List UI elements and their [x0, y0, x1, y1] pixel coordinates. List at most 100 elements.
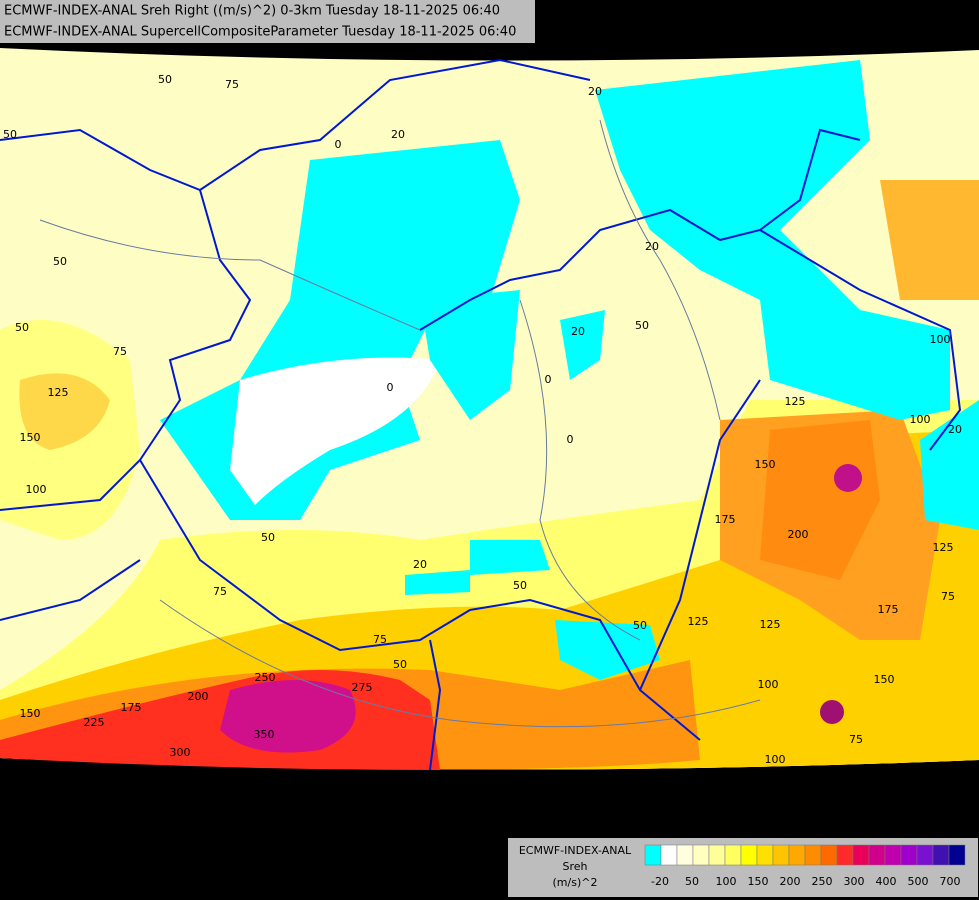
river [519, 299, 641, 641]
field-cyan [405, 570, 470, 595]
legend-tick-label: 400 [876, 875, 897, 888]
field-orange [19, 373, 110, 450]
contour-label: 0 [335, 138, 342, 151]
legend-swatch [740, 844, 758, 866]
legend-tick-label: -20 [651, 875, 669, 888]
legend-swatch [932, 844, 950, 866]
field-cyan [560, 310, 605, 380]
river [599, 119, 721, 421]
contour-label: 50 [261, 531, 275, 544]
field-white [230, 357, 440, 505]
legend-tick-label: 700 [940, 875, 961, 888]
contour-label: 50 [513, 579, 527, 592]
border [639, 379, 761, 691]
river [39, 219, 421, 331]
legend-swatch [676, 844, 694, 866]
field-cyan [555, 620, 660, 680]
border [139, 459, 701, 741]
field-orange [760, 420, 880, 580]
contour-label: 200 [788, 528, 809, 541]
contour-label: 0 [567, 433, 574, 446]
header-box [0, 0, 535, 43]
contour-label: 125 [760, 618, 781, 631]
border [0, 58, 591, 192]
legend-swatch [804, 844, 822, 866]
legend-title: Sreh [562, 860, 587, 873]
contour-label: 125 [48, 386, 69, 399]
contour-label: 75 [225, 78, 239, 91]
legend-swatch [644, 844, 662, 866]
border [0, 559, 141, 621]
border [419, 128, 861, 331]
contour-label: 100 [26, 483, 47, 496]
contour-label: 150 [874, 673, 895, 686]
contour-label: 50 [53, 255, 67, 268]
river [159, 599, 761, 728]
legend-title: ECMWF-INDEX-ANAL [519, 844, 632, 857]
legend-swatch [772, 844, 790, 866]
contour-label: 50 [633, 619, 647, 632]
contour-label: 250 [255, 671, 276, 684]
contour-label: 100 [930, 333, 951, 346]
contour-label: 50 [158, 73, 172, 86]
contour-label: 20 [571, 325, 585, 338]
contour-label: 50 [393, 658, 407, 671]
contour-label: 20 [413, 558, 427, 571]
legend-tick-label: 150 [748, 875, 769, 888]
border [429, 639, 442, 771]
contour-label: 175 [878, 603, 899, 616]
field-orange [880, 180, 979, 300]
contour-label: 275 [352, 681, 373, 694]
legend-swatch [884, 844, 902, 866]
contour-label: 75 [113, 345, 127, 358]
contour-label: 150 [20, 707, 41, 720]
legend-tick-label: 300 [844, 875, 865, 888]
legend-swatch [900, 844, 918, 866]
rivers [39, 119, 761, 728]
contour-label: 20 [588, 85, 602, 98]
legend-swatch [756, 844, 774, 866]
legend-tick-label: 250 [812, 875, 833, 888]
contour-label: 100 [758, 678, 779, 691]
contour-label: 175 [715, 513, 736, 526]
contour-label: 50 [15, 321, 29, 334]
legend-swatch [916, 844, 934, 866]
field-cyan [420, 290, 520, 420]
contour-label: 20 [391, 128, 405, 141]
legend-swatch [852, 844, 870, 866]
contour-label: 75 [849, 733, 863, 746]
legend-swatch [660, 844, 678, 866]
legend-swatch [788, 844, 806, 866]
contour-label: 50 [3, 128, 17, 141]
legend-swatch [708, 844, 726, 866]
contour-label: 300 [170, 746, 191, 759]
country-borders [0, 58, 962, 771]
contour-label: 125 [785, 395, 806, 408]
header-line: ECMWF-INDEX-ANAL Sreh Right ((m/s)^2) 0-… [4, 4, 500, 19]
contour-label: 150 [20, 431, 41, 444]
legend-title: (m/s)^2 [553, 876, 598, 889]
contour-label: 125 [933, 541, 954, 554]
contour-label: 125 [688, 615, 709, 628]
field-magenta [834, 464, 862, 492]
contour-label: 20 [645, 240, 659, 253]
contour-label: 75 [373, 633, 387, 646]
contour-label: 0 [387, 381, 394, 394]
field-magenta [220, 680, 356, 753]
contour-label: 75 [941, 590, 955, 603]
border [759, 229, 962, 451]
border [0, 189, 252, 511]
field-cyan [595, 60, 950, 420]
legend-tick-label: 100 [716, 875, 737, 888]
legend-swatch [836, 844, 854, 866]
header-line: ECMWF-INDEX-ANAL SupercellCompositeParam… [4, 25, 516, 40]
field-magenta [820, 700, 844, 724]
contour-label: 225 [84, 716, 105, 729]
field-cyan [920, 400, 979, 530]
contour-label: 350 [254, 728, 275, 741]
legend-tick-label: 500 [908, 875, 929, 888]
legend-swatch [948, 844, 966, 866]
legend-swatch [868, 844, 886, 866]
